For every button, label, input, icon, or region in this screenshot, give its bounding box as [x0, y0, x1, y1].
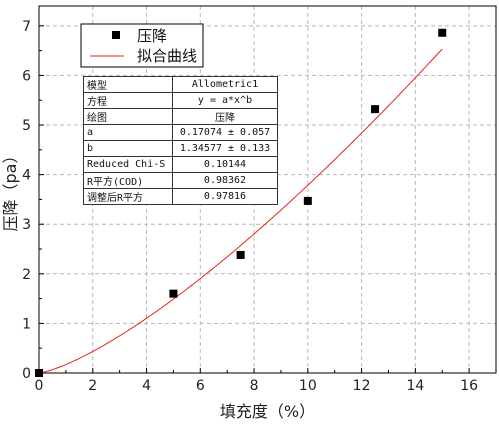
- fit-table-key: 绘图: [83, 108, 173, 125]
- y-tick-label: 0: [22, 366, 31, 382]
- plot-frame: [38, 5, 497, 374]
- x-tick-label: 12: [353, 378, 371, 394]
- fit-curve: [38, 48, 443, 374]
- data-points: [35, 28, 447, 377]
- fit-table-key: 模型: [83, 76, 173, 93]
- legend-marker-square: [112, 31, 120, 39]
- legend-label-fit-curve: 拟合曲线: [137, 47, 197, 65]
- fit-table-value: 压降: [172, 108, 278, 125]
- data-point: [438, 28, 447, 37]
- x-axis-label: 填充度（%）: [220, 402, 315, 421]
- fit-table-key: 调整后R平方: [83, 188, 173, 205]
- x-tick-label: 14: [406, 378, 424, 394]
- fit-table-key: Reduced Chi-S: [83, 156, 173, 173]
- data-point: [35, 369, 43, 377]
- fit-table-key: a: [83, 124, 173, 141]
- x-tick-label: 10: [299, 378, 317, 394]
- fit-table-row: Reduced Chi-S 0.10144: [83, 156, 278, 173]
- fit-table-value: Allometric1: [172, 76, 278, 93]
- y-tick-label: 2: [22, 267, 31, 283]
- x-tick-label: 2: [88, 378, 97, 394]
- fit-table-value: y = a*x^b: [172, 92, 278, 109]
- fit-table-row: 方程 y = a*x^b: [83, 92, 278, 109]
- y-tick-label: 5: [22, 118, 31, 134]
- fit-table-key: 方程: [83, 92, 173, 109]
- fit-table-row: 模型 Allometric1: [83, 76, 278, 93]
- fit-table-key: b: [83, 140, 173, 157]
- fit-table-value: 0.97816: [172, 188, 278, 205]
- y-tick-label: 1: [22, 316, 31, 332]
- y-tick-label: 4: [22, 168, 31, 184]
- legend-box: [80, 23, 204, 68]
- fit-table-row: 调整后R平方 0.97816: [83, 188, 278, 205]
- data-point: [169, 289, 178, 298]
- y-tick-label: 7: [22, 19, 31, 35]
- data-point: [303, 196, 312, 205]
- fit-results-table: 模型 Allometric1 方程 y = a*x^b 绘图 压降 a 0.17074 …: [83, 76, 278, 205]
- fit-table-row: 绘图 压降: [83, 108, 278, 125]
- fit-table-value: 1.34577 ± 0.133: [172, 140, 278, 157]
- y-tick-label: 3: [22, 217, 31, 233]
- x-tick-label: 8: [250, 378, 259, 394]
- x-tick-label: 0: [35, 378, 44, 394]
- fit-table-value: 0.17074 ± 0.057: [172, 124, 278, 141]
- y-axis-label: 压降（pa）: [1, 148, 20, 232]
- legend-label-pressure-drop: 压降: [137, 27, 167, 45]
- x-tick-label: 16: [460, 378, 478, 394]
- fit-table-value: 0.10144: [172, 156, 278, 173]
- y-tick-label: 6: [22, 68, 31, 84]
- fit-curve-layer: [38, 48, 443, 374]
- x-tick-label: 6: [196, 378, 205, 394]
- fit-table-row: R平方(COD) 0.98362: [83, 172, 278, 189]
- x-tick-label: 4: [142, 378, 151, 394]
- fit-table-key: R平方(COD): [83, 172, 173, 189]
- data-point: [236, 250, 245, 259]
- legend: 压降 拟合曲线: [80, 23, 204, 68]
- fit-table-row: b 1.34577 ± 0.133: [83, 140, 278, 157]
- fit-table-row: a 0.17074 ± 0.057: [83, 124, 278, 141]
- fit-table-value: 0.98362: [172, 172, 278, 189]
- data-point: [371, 105, 380, 114]
